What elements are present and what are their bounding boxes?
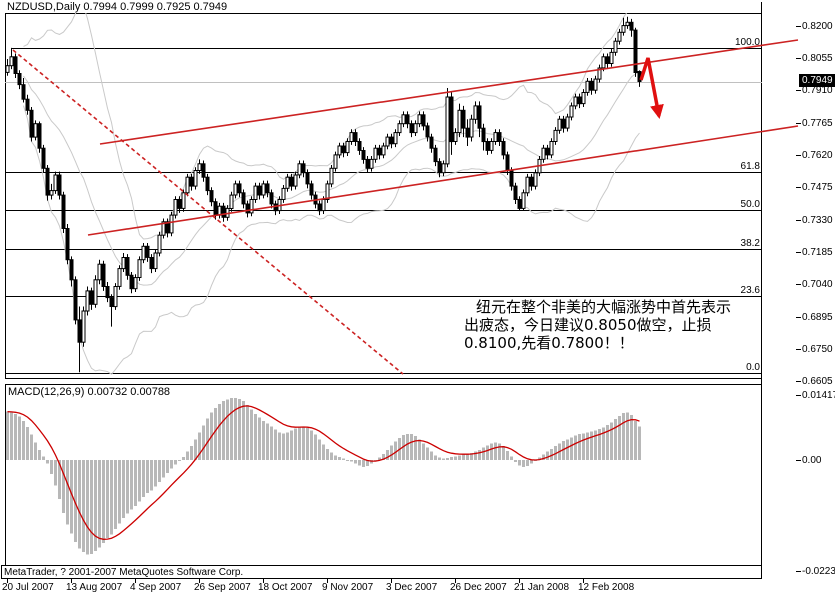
annotation-line: 出疲态，今日建议0.8050做空，止损 [464, 316, 712, 334]
current-price-tag: 0.7949 [799, 74, 835, 87]
trendline-descending-dashed[interactable] [12, 49, 404, 375]
right-border-mid-segment [761, 378, 762, 385]
current-price-value: 0.7949 [802, 75, 833, 86]
macd-indicator-label: MACD(12,26,9) 0.00732 0.00788 [8, 386, 171, 398]
trendline-channel-lower[interactable] [87, 125, 799, 236]
annotation-line: 纽元在整个非美的大幅涨势中首先表示 [476, 298, 732, 316]
annotation-line: 0.8100,先看0.7800！！ [464, 334, 634, 352]
fib-label-0.0: 0.0 [746, 361, 760, 373]
fib-label-61.8: 61.8 [740, 160, 760, 172]
price-tick-0.8200: 0.8200 [802, 20, 833, 32]
copyright-text: MetaTrader, ? 2001-2007 MetaQuotes Softw… [4, 567, 244, 578]
macd-signal-line [7, 405, 640, 540]
trendlines [12, 39, 799, 375]
date-label: 21 Jan 2008 [514, 582, 570, 593]
copyright-bar [1, 565, 762, 579]
date-label: 13 Aug 2007 [66, 582, 123, 593]
fib-label-100.0: 100.0 [734, 36, 760, 48]
macd-tick-0.00: 0.00 [802, 454, 822, 466]
symbol-ohlc-title: NZDUSD,Daily 0.7994 0.7999 0.7925 0.7949 [7, 1, 228, 13]
macd-tick--0.02233: -0.02233 [802, 565, 835, 577]
fib-label-50.0: 50.0 [740, 198, 760, 210]
price-tick-0.7185: 0.7185 [802, 246, 833, 258]
right-border-top-segment [761, 2, 762, 14]
date-label: 26 Sep 2007 [194, 582, 251, 593]
candlestick-series [5, 16, 642, 373]
price-tick-0.7620: 0.7620 [802, 149, 833, 161]
sell-direction-arrow[interactable] [639, 57, 664, 119]
date-label: 20 Jul 2007 [2, 582, 54, 593]
date-label: 9 Nov 2007 [322, 582, 374, 593]
bollinger-lower-band [23, 105, 640, 375]
date-label: 12 Feb 2008 [578, 582, 635, 593]
price-tick-0.6750: 0.6750 [802, 343, 833, 355]
axis-ticks [7, 26, 801, 583]
price-tick-0.7765: 0.7765 [802, 117, 833, 129]
price-tick-0.8055: 0.8055 [802, 52, 833, 64]
price-tick-0.7330: 0.7330 [802, 214, 833, 226]
price-panel[interactable] [5, 13, 762, 379]
date-label: 26 Dec 2007 [450, 582, 507, 593]
price-tick-0.6895: 0.6895 [802, 311, 833, 323]
fib-label-23.6: 23.6 [740, 284, 760, 296]
macd-histogram [6, 397, 641, 555]
price-tick-0.7910: 0.7910 [802, 84, 833, 96]
macd-tick-0.01417: 0.01417 [802, 389, 835, 401]
trade-advice-annotation[interactable]: 纽元在整个非美的大幅涨势中首先表示 出疲态，今日建议0.8050做空，止损 0.… [464, 298, 764, 352]
date-label: 3 Dec 2007 [386, 582, 438, 593]
trendline-channel-upper[interactable] [99, 39, 799, 145]
bollinger-upper-band [23, 13, 628, 240]
price-tick-0.7040: 0.7040 [802, 278, 833, 290]
price-tick-0.6605: 0.6605 [802, 375, 833, 387]
price-tick-0.7475: 0.7475 [802, 181, 833, 193]
date-label: 4 Sep 2007 [130, 582, 182, 593]
date-label: 18 Oct 2007 [258, 582, 313, 593]
fib-label-38.2: 38.2 [740, 237, 760, 249]
